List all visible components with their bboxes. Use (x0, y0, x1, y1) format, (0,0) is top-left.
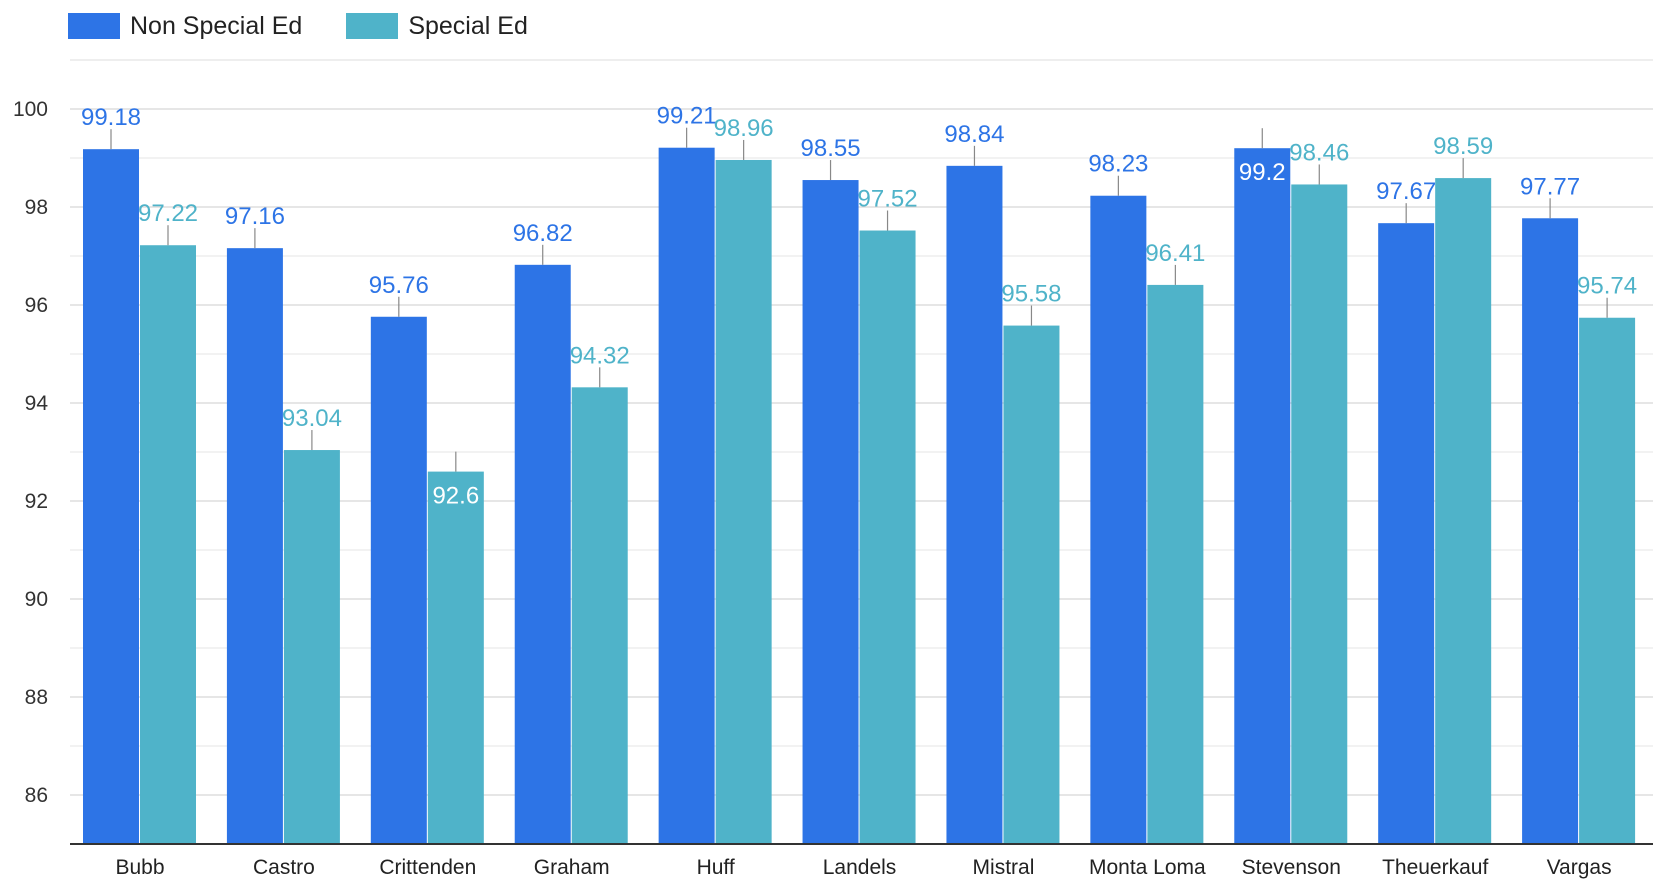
data-label: 97.52 (858, 186, 918, 213)
data-label: 98.46 (1289, 139, 1349, 166)
bar-non-special-ed (83, 149, 139, 844)
bar-special-ed (859, 230, 916, 844)
bar-special-ed (571, 387, 628, 844)
data-label: 93.04 (282, 405, 342, 432)
bar-special-ed (427, 471, 484, 844)
y-tick-label: 94 (25, 392, 49, 415)
data-label: 98.59 (1433, 133, 1493, 160)
x-category-label: Landels (823, 856, 897, 879)
x-category-label: Mistral (973, 856, 1035, 879)
legend-swatch-special-ed (346, 13, 399, 39)
data-label: 97.16 (225, 203, 285, 230)
bar-non-special-ed (1522, 218, 1579, 844)
data-label: 99.21 (657, 103, 717, 130)
data-label: 99.2 (1239, 159, 1286, 186)
x-category-label: Vargas (1547, 856, 1612, 879)
bar-special-ed (1291, 184, 1348, 844)
data-label: 95.74 (1577, 273, 1637, 300)
bar-non-special-ed (658, 147, 715, 844)
y-tick-label: 100 (13, 98, 48, 121)
bar-special-ed (283, 450, 340, 844)
data-label: 98.55 (801, 135, 861, 162)
data-label: 98.84 (944, 121, 1004, 148)
y-tick-label: 90 (25, 588, 48, 611)
bar-non-special-ed (946, 165, 1003, 845)
y-tick-label: 92 (25, 490, 48, 513)
bar-non-special-ed (514, 264, 571, 844)
data-label: 98.23 (1088, 151, 1148, 178)
x-category-label: Bubb (115, 856, 164, 879)
x-category-label: Castro (253, 856, 315, 879)
data-label: 92.6 (432, 483, 479, 510)
legend-label-special-ed: Special Ed (408, 11, 528, 40)
data-label: 97.22 (138, 200, 198, 227)
x-category-label: Crittenden (379, 856, 476, 879)
y-tick-label: 98 (25, 196, 48, 219)
bar-non-special-ed (1234, 148, 1291, 844)
legend-item-special-ed: Special Ed (346, 12, 528, 41)
bar-non-special-ed (1090, 195, 1147, 845)
data-label: 98.96 (714, 115, 774, 142)
bar-special-ed (140, 245, 196, 845)
x-category-label: Stevenson (1242, 856, 1341, 879)
y-tick-label: 96 (25, 294, 48, 317)
bar-special-ed (1435, 178, 1492, 845)
bar-special-ed (1579, 317, 1636, 844)
x-category-label: Theuerkauf (1382, 856, 1488, 879)
bar-non-special-ed (370, 316, 427, 844)
legend-swatch-non-special-ed (68, 13, 120, 39)
data-label: 96.82 (513, 220, 573, 247)
data-label: 99.18 (81, 104, 141, 131)
bar-special-ed (715, 159, 772, 844)
x-category-label: Graham (534, 856, 610, 879)
data-label: 95.58 (1001, 281, 1061, 308)
data-label: 97.77 (1520, 173, 1580, 200)
data-label: 97.67 (1376, 178, 1436, 205)
data-label: 96.41 (1145, 240, 1205, 267)
legend-item-non-special-ed: Non Special Ed (68, 12, 302, 41)
y-tick-label: 88 (25, 686, 48, 709)
y-tick-label: 86 (25, 784, 48, 807)
bar-special-ed (1147, 284, 1204, 844)
legend-label-non-special-ed: Non Special Ed (130, 11, 303, 40)
bar-non-special-ed (802, 180, 859, 845)
bar-special-ed (1003, 325, 1060, 845)
x-category-label: Huff (697, 856, 735, 879)
data-label: 95.76 (369, 272, 429, 299)
bar-non-special-ed (1378, 223, 1435, 845)
data-label: 94.32 (570, 342, 630, 369)
bar-non-special-ed (226, 248, 283, 844)
legend: Non Special Ed Special Ed (68, 8, 572, 44)
x-category-label: Monta Loma (1089, 856, 1206, 879)
